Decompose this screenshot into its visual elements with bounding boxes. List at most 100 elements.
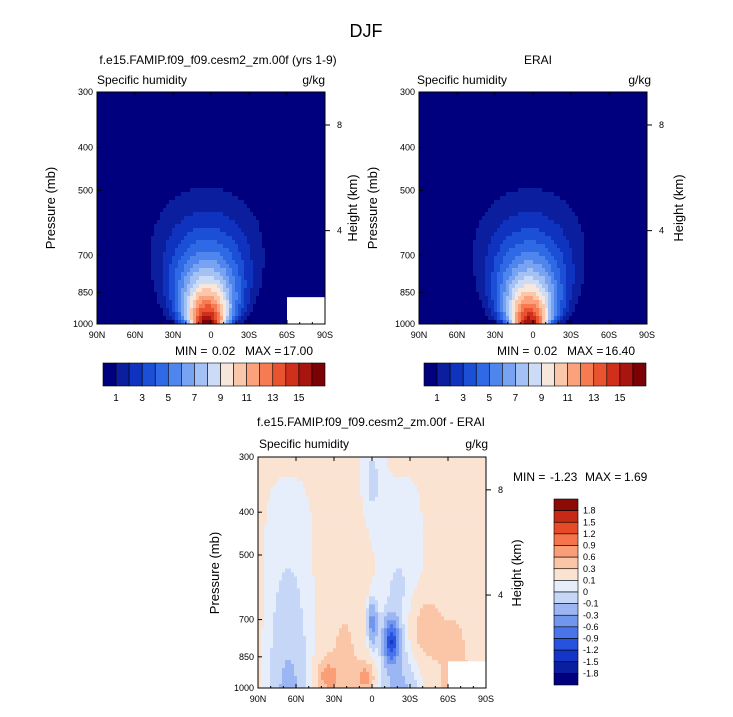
contour-cell — [196, 192, 199, 196]
contour-cell — [142, 184, 145, 188]
contour-cell — [259, 204, 262, 208]
contour-cell — [223, 192, 226, 196]
contour-cell — [265, 236, 268, 240]
contour-cell — [250, 236, 253, 240]
contour-cell — [286, 256, 289, 260]
contour-cell — [124, 144, 127, 148]
contour-cell — [217, 208, 220, 212]
contour-cell — [274, 152, 277, 156]
contour-cell — [280, 308, 283, 312]
contour-cell — [274, 308, 277, 312]
contour-cell — [217, 156, 220, 160]
contour-cell — [139, 264, 142, 268]
contour-cell — [566, 108, 569, 112]
contour-cell — [142, 276, 145, 280]
contour-cell — [292, 248, 295, 252]
contour-cell — [319, 184, 322, 188]
contour-cell — [539, 104, 542, 108]
contour-cell — [250, 252, 253, 256]
contour-cell — [196, 284, 199, 288]
contour-cell — [638, 112, 641, 116]
contour-cell — [295, 132, 298, 136]
contour-cell — [422, 116, 425, 120]
contour-cell — [310, 272, 313, 276]
contour-cell — [184, 140, 187, 144]
contour-cell — [175, 120, 178, 124]
contour-cell — [136, 192, 139, 196]
contour-cell — [283, 232, 286, 236]
contour-cell — [301, 260, 304, 264]
contour-cell — [259, 304, 262, 308]
contour-cell — [280, 104, 283, 108]
contour-cell — [106, 240, 109, 244]
contour-cell — [202, 184, 205, 188]
contour-cell — [187, 220, 190, 224]
contour-cell — [241, 140, 244, 144]
contour-cell — [283, 192, 286, 196]
contour-cell — [304, 96, 307, 100]
contour-cell — [178, 132, 181, 136]
contour-cell — [163, 152, 166, 156]
contour-cell — [292, 288, 295, 292]
contour-cell — [473, 100, 476, 104]
contour-cell — [169, 200, 172, 204]
contour-cell — [256, 172, 259, 176]
contour-cell — [169, 208, 172, 212]
contour-cell — [572, 108, 575, 112]
contour-cell — [485, 100, 488, 104]
contour-cell — [319, 140, 322, 144]
contour-cell — [193, 124, 196, 128]
contour-cell — [193, 168, 196, 172]
contour-cell — [154, 292, 157, 296]
contour-cell — [247, 144, 250, 148]
contour-cell — [184, 144, 187, 148]
contour-cell — [205, 200, 208, 204]
contour-cell — [232, 104, 235, 108]
contour-cell — [139, 108, 142, 112]
contour-cell — [449, 108, 452, 112]
contour-cell — [109, 304, 112, 308]
contour-cell — [175, 300, 178, 304]
contour-cell — [214, 100, 217, 104]
contour-cell — [106, 188, 109, 192]
contour-cell — [310, 184, 313, 188]
contour-cell — [208, 228, 211, 232]
contour-cell — [115, 200, 118, 204]
contour-cell — [262, 104, 265, 108]
contour-cell — [127, 256, 130, 260]
contour-cell — [190, 232, 193, 236]
contour-cell — [181, 236, 184, 240]
contour-cell — [295, 276, 298, 280]
contour-cell — [214, 132, 217, 136]
contour-cell — [136, 216, 139, 220]
contour-cell — [473, 92, 476, 96]
contour-cell — [316, 264, 319, 268]
contour-cell — [187, 100, 190, 104]
contour-cell — [244, 168, 247, 172]
contour-cell — [277, 192, 280, 196]
contour-cell — [566, 104, 569, 108]
contour-cell — [124, 188, 127, 192]
contour-cell — [136, 308, 139, 312]
contour-cell — [181, 300, 184, 304]
contour-cell — [283, 92, 286, 96]
contour-cell — [130, 96, 133, 100]
contour-cell — [181, 212, 184, 216]
contour-cell — [434, 100, 437, 104]
contour-cell — [304, 160, 307, 164]
contour-cell — [253, 176, 256, 180]
contour-cell — [136, 268, 139, 272]
contour-cell — [157, 180, 160, 184]
contour-cell — [319, 116, 322, 120]
contour-cell — [286, 216, 289, 220]
contour-cell — [235, 260, 238, 264]
contour-cell — [295, 256, 298, 260]
contour-cell — [199, 276, 202, 280]
contour-cell — [202, 92, 205, 96]
contour-cell — [118, 192, 121, 196]
contour-cell — [184, 192, 187, 196]
contour-cell — [178, 180, 181, 184]
contour-cell — [115, 108, 118, 112]
contour-cell — [187, 132, 190, 136]
contour-cell — [223, 124, 226, 128]
